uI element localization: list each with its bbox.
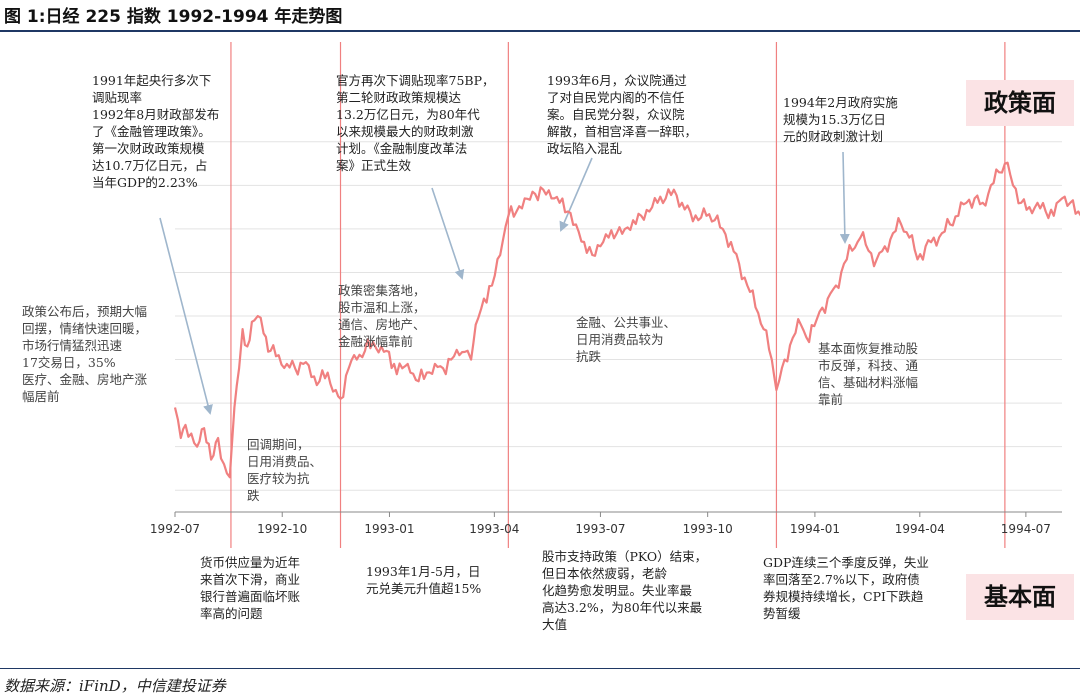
annotation-policy-75bp-line: 官方再次下调贴现率75BP， [336, 73, 495, 88]
x-tick-label: 1992-10 [257, 522, 307, 536]
series-line-group [173, 161, 1080, 479]
annotation-fund-gdp-line: 券规模持续增长，CPI下跌趋 [763, 589, 924, 604]
annotation-policy-75bp-line: 第二轮财政政策规模达 [336, 90, 462, 105]
annotation-defensive: 金融、公共事业、 日用消费品较为 抗跌 [576, 314, 676, 365]
annotation-policy-1991-line: 1992年8月财政部发布 [92, 107, 220, 122]
annotation-arrow [839, 151, 850, 244]
annotation-fundamental-recovery: 基本面恢复推动股 市反弹，科技、通 信、基础材料涨幅 靠前 [818, 340, 918, 408]
annotation-policy-199402-line: 规模为15.3万亿日 [783, 112, 886, 127]
annotation-fund-gdp-line: GDP连续三个季度反弹，失业 [763, 555, 929, 570]
annotation-defensive-line: 抗跌 [576, 349, 602, 364]
annotation-policy-1991: 1991年起央行多次下 调贴现率 1992年8月财政部发布 了《金融管理政策》。 第一次… [92, 72, 219, 191]
annotation-policy-75bp-line: 计划。《金融制度改革法 [336, 141, 468, 156]
annotation-fund-pko-line: 高达3.2%，为80年代以来最 [542, 600, 703, 615]
annotation-fund-pko: 股市支持政策（PKO）结束， 但日本依然疲弱，老龄化趋势愈发明显。失业率最 高达3.… [542, 548, 707, 633]
annotation-fund-money-line: 率高的问题 [200, 606, 263, 621]
annotation-fund-pko-line: 大值 [542, 617, 568, 632]
annotation-policy-dense-line: 股市温和上涨， [338, 300, 426, 315]
annotation-pullback-line: 医疗较为抗 [247, 471, 310, 486]
annotation-fund-money-line: 货币供应量为近年 [200, 555, 301, 570]
annotation-left-recovery-line: 医疗、金融、房地产涨 [22, 372, 148, 387]
annotation-left-recovery-line: 17交易日，35% [22, 355, 116, 370]
annotation-fund-gdp: GDP连续三个季度反弹，失业 率回落至2.7%以下，政府债 券规模持续增长，CPI下… [763, 554, 929, 622]
annotation-fundamental-recovery-line: 市反弹，科技、通 [818, 358, 919, 373]
x-tick-label: 1994-01 [790, 522, 840, 536]
annotation-policy-dense-line: 通信、房地产、 [338, 317, 426, 332]
annotation-policy-dense-line: 金融涨幅靠前 [338, 334, 414, 349]
annotation-fund-pko-line: 但日本依然疲弱，老龄 [542, 566, 668, 581]
annotation-fund-money-line: 来首次下滑，商业 [200, 572, 301, 587]
annotation-fundamental-recovery-line: 靠前 [818, 392, 844, 407]
annotation-policy-199306-line: 解散，首相宫泽喜一辞职， [547, 124, 698, 139]
annotation-left-recovery-line: 政策公布后，预期大幅 [22, 304, 148, 319]
annotation-pullback-line: 跌 [247, 488, 260, 503]
title-divider [0, 30, 1080, 32]
annotation-pullback: 回调期间， 日用消费品、 医疗较为抗跌 [247, 436, 322, 504]
annotation-policy-199402-line: 元的财政刺激计划 [783, 129, 884, 144]
annotation-left-recovery: 政策公布后，预期大幅 回摆，情绪快速回暖， 市场行情猛烈迅速 17交易日，35% 医疗、… [22, 303, 147, 405]
badge-policy: 政策面 [966, 80, 1074, 126]
annotation-policy-1991-line: 达10.7万亿日元，占 [92, 158, 208, 173]
annotation-policy-199306: 1993年6月，众议院通过 了对自民党内阁的不信任 案。自民党分裂，众议院 解散，首相… [547, 72, 697, 157]
annotation-fund-pko-line: 化趋势愈发明显。失业率最 [542, 583, 693, 598]
annotation-arrow [559, 157, 593, 232]
x-tick-label: 1993-07 [575, 522, 625, 536]
annotation-left-recovery-line: 回摆，情绪快速回暖， [22, 321, 148, 336]
x-tick-label: 1993-01 [364, 522, 414, 536]
annotation-policy-1991-line: 1991年起央行多次下 [92, 73, 212, 88]
x-tick-label: 1993-10 [683, 522, 733, 536]
annotation-pullback-line: 日用消费品、 [247, 454, 323, 469]
annotation-policy-dense-line: 政策密集落地， [338, 283, 426, 298]
annotation-arrow [159, 217, 213, 415]
annotation-fund-gdp-line: 势暂缓 [763, 606, 801, 621]
annotation-policy-1991-line: 当年GDP的2.23% [92, 175, 198, 190]
annotation-policy-75bp-line: 以来规模最大的财政刺激 [336, 124, 474, 139]
source-divider [0, 668, 1080, 669]
x-tick-label: 1994-07 [1001, 522, 1051, 536]
annotation-defensive-line: 金融、公共事业、 [576, 315, 677, 330]
annotation-policy-1991-line: 调贴现率 [92, 90, 143, 105]
source-note: 数据来源：iFinD，中信建投证券 [4, 677, 226, 695]
annotation-policy-199402-line: 1994年2月政府实施 [783, 95, 898, 110]
annotation-fundamental-recovery-line: 信、基础材料涨幅 [818, 375, 919, 390]
x-tick-label: 1994-04 [895, 522, 945, 536]
annotation-fund-yen-line: 元兑美元升值超15% [366, 581, 482, 596]
annotation-arrows [159, 151, 850, 415]
annotation-policy-199306-line: 案。自民党分裂，众议院 [547, 107, 685, 122]
annotation-pullback-line: 回调期间， [247, 437, 310, 452]
annotation-policy-dense: 政策密集落地， 股市温和上涨， 通信、房地产、 金融涨幅靠前 [338, 282, 426, 350]
annotation-policy-75bp-line: 13.2万亿日元，为80年代 [336, 107, 480, 122]
annotation-policy-1991-line: 第一次财政政策规模 [92, 141, 205, 156]
annotation-left-recovery-line: 市场行情猛烈迅速 [22, 338, 123, 353]
annotation-policy-75bp-line: 案》正式生效 [336, 158, 412, 173]
x-tick-label: 1992-07 [150, 522, 200, 536]
annotation-policy-199306-line: 1993年6月，众议院通过 [547, 73, 687, 88]
badge-fundamental: 基本面 [966, 574, 1074, 620]
annotation-fund-money-line: 银行普遍面临坏账 [200, 589, 301, 604]
annotation-fund-gdp-line: 率回落至2.7%以下，政府债 [763, 572, 920, 587]
x-tick-label: 1993-04 [469, 522, 519, 536]
annotation-fund-yen-line: 1993年1月-5月，日 [366, 564, 481, 579]
series-line [173, 161, 1080, 479]
annotation-fund-money: 货币供应量为近年 来首次下滑，商业 银行普遍面临坏账 率高的问题 [200, 554, 300, 622]
page-title: 图 1:日经 225 指数 1992-1994 年走势图 [4, 7, 343, 27]
annotation-fundamental-recovery-line: 基本面恢复推动股 [818, 341, 919, 356]
annotation-fund-yen: 1993年1月-5月，日 元兑美元升值超15% [366, 563, 481, 597]
annotation-policy-75bp: 官方再次下调贴现率75BP， 第二轮财政政策规模达 13.2万亿日元，为80年代 以来… [336, 72, 495, 174]
annotation-defensive-line: 日用消费品较为 [576, 332, 664, 347]
annotation-policy-199402: 1994年2月政府实施 规模为15.3万亿日 元的财政刺激计划 [783, 94, 898, 145]
annotation-policy-199306-line: 政坛陷入混乱 [547, 141, 623, 156]
annotation-policy-199306-line: 了对自民党内阁的不信任 [547, 90, 685, 105]
annotation-arrow [431, 187, 465, 280]
annotation-left-recovery-line: 幅居前 [22, 389, 60, 404]
annotation-policy-1991-line: 了《金融管理政策》。 [92, 124, 211, 139]
annotation-fund-pko-line: 股市支持政策（PKO）结束， [542, 549, 708, 564]
x-axis-ticks: 1992-07 1992-10 1993-01 1993-04 1993-07 1993-… [150, 512, 1051, 536]
